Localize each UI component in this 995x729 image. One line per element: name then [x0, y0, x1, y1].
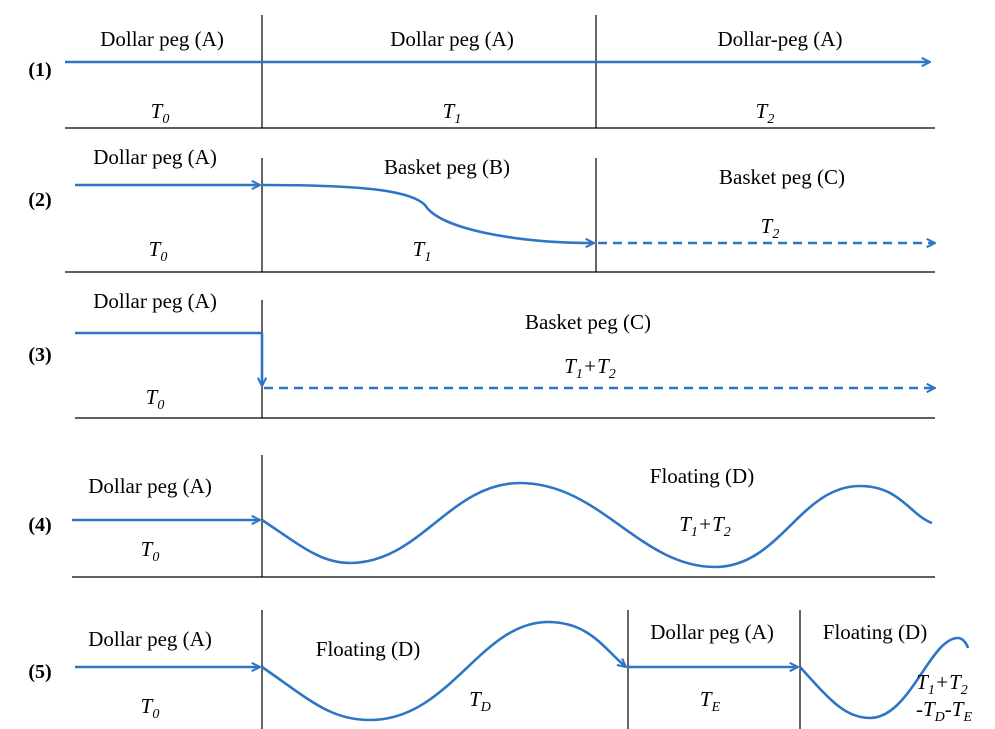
- row-1: (1) Dollar peg (A) Dollar peg (A) Dollar…: [28, 15, 935, 129]
- period-label: TE: [700, 687, 721, 715]
- regime-label: Basket peg (B): [384, 155, 510, 179]
- period-label: T2: [756, 99, 775, 127]
- regime-label: Dollar peg (A): [88, 474, 212, 498]
- regime-label: Dollar peg (A): [650, 620, 774, 644]
- period-label: T1: [443, 99, 462, 127]
- period-label: T1+T2: [916, 670, 968, 698]
- row-number: (5): [28, 661, 51, 683]
- period-label: T0: [146, 385, 165, 413]
- regime-label: Dollar peg (A): [100, 27, 224, 51]
- period-label: T2: [761, 214, 780, 242]
- regime-label: Dollar peg (A): [88, 627, 212, 651]
- regime-label: Floating (D): [823, 620, 927, 644]
- period-label: T1+T2: [679, 512, 731, 540]
- period-label: T0: [141, 537, 160, 565]
- period-label: T0: [141, 694, 160, 722]
- row-number: (2): [28, 189, 51, 211]
- regime-label: Dollar-peg (A): [718, 27, 843, 51]
- row-5: (5) Dollar peg (A) Floating (D) Dollar p…: [28, 610, 972, 729]
- regime-label: Dollar peg (A): [390, 27, 514, 51]
- row-number: (1): [28, 59, 51, 81]
- regime-label: Basket peg (C): [719, 165, 845, 189]
- regime-label: Basket peg (C): [525, 310, 651, 334]
- period-label: T1: [413, 237, 432, 265]
- regime-label: Dollar peg (A): [93, 145, 217, 169]
- rate-path: [261, 183, 594, 243]
- period-label: -TD-TE: [916, 697, 973, 725]
- rate-path: [799, 636, 970, 720]
- row-number: (4): [28, 514, 51, 536]
- row-4: (4) Dollar peg (A) Floating (D) T0 T1+T2: [28, 455, 935, 578]
- period-label: T0: [149, 237, 168, 265]
- rate-path: [261, 620, 626, 722]
- rate-path: [261, 481, 933, 569]
- regime-label: Floating (D): [650, 464, 754, 488]
- row-3: (3) Dollar peg (A) Basket peg (C) T0 T1+…: [28, 289, 935, 419]
- period-label: TD: [469, 687, 491, 715]
- row-2: (2) Dollar peg (A) Basket peg (B) Basket…: [28, 145, 935, 273]
- period-label: T1+T2: [564, 354, 616, 382]
- regime-label: Floating (D): [316, 637, 420, 661]
- regime-label: Dollar peg (A): [93, 289, 217, 313]
- row-number: (3): [28, 344, 51, 366]
- period-label: T0: [151, 99, 170, 127]
